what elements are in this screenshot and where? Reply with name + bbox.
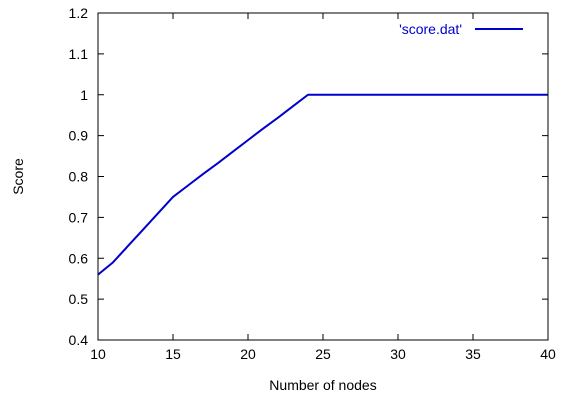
x-tick-label: 30 bbox=[390, 346, 406, 362]
x-tick-label: 15 bbox=[165, 346, 181, 362]
y-tick-label: 0.4 bbox=[69, 332, 89, 348]
x-tick-label: 25 bbox=[315, 346, 331, 362]
x-tick-label: 10 bbox=[90, 346, 106, 362]
series-layer bbox=[97, 93, 548, 276]
series-line bbox=[97, 93, 548, 276]
y-tick-label: 1 bbox=[80, 87, 88, 103]
y-tick-label: 0.7 bbox=[69, 209, 89, 225]
y-tick-label: 1.2 bbox=[69, 5, 89, 21]
x-tick-label: 20 bbox=[240, 346, 256, 362]
legend-label: 'score.dat' bbox=[399, 21, 462, 37]
y-tick-label: 0.9 bbox=[69, 128, 89, 144]
legend: 'score.dat' bbox=[399, 21, 523, 37]
y-tick-label: 0.5 bbox=[69, 291, 89, 307]
x-tick-label: 35 bbox=[465, 346, 481, 362]
y-axis-title: Score bbox=[10, 158, 26, 195]
x-axis-title: Number of nodes bbox=[269, 377, 376, 393]
x-tick-label: 40 bbox=[540, 346, 556, 362]
y-tick-label: 1.1 bbox=[69, 46, 89, 62]
y-tick-label: 0.8 bbox=[69, 169, 89, 185]
y-tick-label: 0.6 bbox=[69, 250, 89, 266]
y-axis-ticks: 0.4 0.5 0.6 0.7 0.8 0.9 1 1.1 1.2 bbox=[69, 5, 548, 348]
plot-frame bbox=[97, 12, 549, 341]
x-axis-ticks: 10 15 20 25 30 35 40 bbox=[90, 13, 556, 362]
